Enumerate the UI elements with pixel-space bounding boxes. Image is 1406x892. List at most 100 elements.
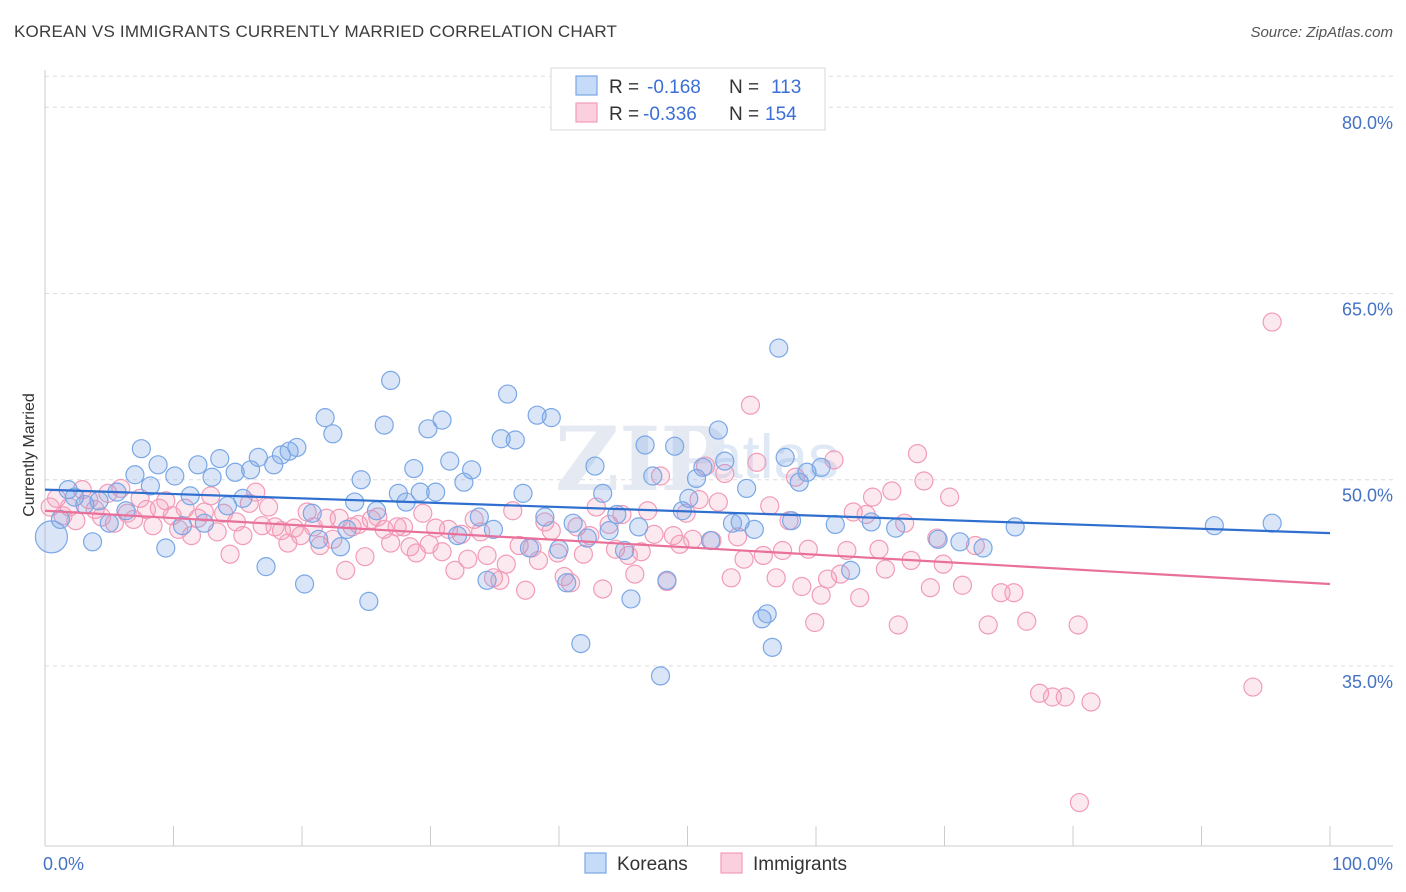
korean-point (950, 532, 970, 552)
immigrant-point (599, 514, 619, 535)
immigrant-point (837, 540, 857, 561)
immigrant-point (1069, 792, 1090, 813)
bottom-legend: Koreans Immigrants (584, 852, 847, 875)
immigrant-point (1004, 583, 1024, 603)
korean-point (477, 570, 497, 590)
korean-point (131, 439, 151, 459)
immigrant-point (239, 493, 259, 513)
immigrant-point (625, 564, 645, 584)
korean-point (418, 419, 438, 439)
legend-r-value-immigrants: -0.336 (643, 104, 697, 125)
x-tick-label-min: 0.0% (43, 854, 84, 874)
korean-point (165, 466, 185, 486)
immigrant-point (1017, 611, 1037, 631)
immigrant-point (432, 542, 452, 562)
trend-lines (44, 488, 1331, 586)
immigrants-points (40, 312, 1282, 813)
immigrant-point (593, 579, 613, 599)
korean-point (665, 436, 685, 456)
korean-point (744, 519, 764, 539)
y-tick-label: 35.0% (1342, 672, 1393, 692)
immigrant-point (644, 524, 664, 544)
y-axis-label: Currently Married (21, 393, 38, 517)
immigrant-point (1029, 683, 1050, 703)
legend-n-value-immigrants: 154 (765, 104, 797, 125)
watermark-zip: ZIP (555, 407, 727, 511)
korean-point (89, 491, 109, 511)
korean-point (629, 517, 649, 537)
korean-point (599, 521, 619, 541)
immigrants-trend-line (44, 509, 1331, 586)
korean-point (657, 570, 677, 590)
korean-point (693, 457, 713, 477)
immigrant-point (631, 542, 651, 562)
korean-point (156, 538, 176, 558)
korean-point (541, 408, 561, 428)
axes (44, 70, 1393, 847)
korean-point (811, 457, 831, 477)
immigrant-point (258, 497, 279, 517)
immigrant-point (233, 525, 253, 546)
korean-point (650, 666, 671, 686)
immigrant-point (515, 580, 536, 600)
grid-lines (45, 75, 1393, 667)
immigrant-point (580, 525, 600, 546)
korean-point (410, 482, 430, 502)
korean-point (256, 557, 276, 577)
immigrant-point (721, 568, 741, 588)
y-tick-label: 50.0% (1342, 486, 1393, 506)
immigrant-point (220, 544, 240, 564)
bottom-legend-immigrants: Immigrants (753, 854, 847, 875)
korean-point (762, 637, 782, 657)
immigrant-point (940, 487, 960, 507)
immigrant-point (862, 487, 883, 507)
immigrant-point (772, 540, 793, 561)
immigrant-point (830, 564, 851, 584)
korean-point (643, 466, 663, 486)
korean-point (825, 514, 845, 535)
immigrant-point (875, 559, 895, 579)
korean-point (757, 604, 777, 624)
korean-point (577, 528, 597, 548)
immigrant-point (477, 545, 497, 566)
korean-point (797, 462, 817, 482)
korean-point (498, 384, 518, 404)
immigrant-point (573, 544, 594, 564)
korean-point (973, 538, 993, 558)
immigrant-point (850, 588, 870, 608)
legend-n-label-koreans: N = (729, 77, 759, 98)
korean-point (701, 530, 721, 551)
korean-point (679, 488, 699, 508)
korean-point (359, 591, 379, 612)
immigrant-point (1262, 312, 1282, 332)
koreans-points (34, 338, 1282, 686)
immigrant-point (413, 503, 433, 523)
korean-point (225, 462, 245, 482)
immigrant-point (336, 560, 356, 580)
korean-point (505, 430, 525, 450)
korean-point (686, 468, 707, 489)
korean-point (64, 487, 85, 507)
korean-point (426, 482, 446, 502)
korean-point (513, 483, 533, 503)
legend-swatch-immigrants (575, 102, 598, 123)
immigrant-point (650, 466, 671, 486)
korean-point (302, 503, 322, 523)
legend-swatch-koreans (575, 75, 598, 96)
korean-point (549, 539, 569, 559)
x-tick-labels: 0.0% 100.0% (43, 854, 1393, 874)
bottom-legend-koreans: Koreans (617, 854, 688, 875)
korean-point (469, 507, 489, 527)
korean-point (294, 574, 315, 594)
immigrant-point (355, 547, 375, 567)
korean-point (1005, 517, 1025, 537)
korean-point (404, 458, 424, 479)
korean-point (202, 467, 222, 487)
korean-point (722, 513, 743, 533)
korean-point (233, 488, 253, 508)
korean-point (309, 529, 329, 549)
immigrant-point (817, 569, 838, 589)
korean-point (483, 519, 504, 539)
korean-point (571, 634, 591, 654)
